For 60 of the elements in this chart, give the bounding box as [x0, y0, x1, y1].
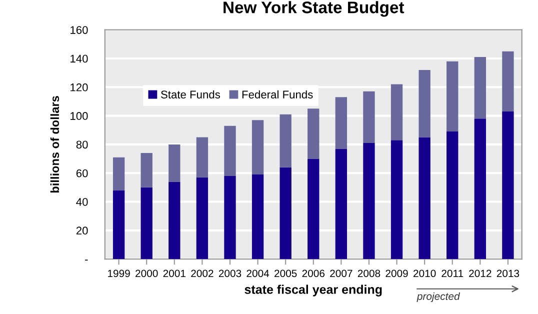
- bar: [390, 84, 403, 140]
- bar: [280, 114, 292, 168]
- x-tick-label: 2003: [218, 270, 242, 278]
- x-tick-label: 2013: [496, 270, 520, 278]
- x-tick-label: 2008: [358, 270, 380, 278]
- y-tick-label: -: [85, 260, 88, 261]
- x-tick-label: 2002: [191, 270, 214, 278]
- bar: [280, 167, 292, 260]
- x-tick-label: 2011: [442, 270, 464, 278]
- bar: [168, 182, 180, 260]
- y-tick-label: 60: [76, 169, 88, 178]
- x-tick-label: 1999: [108, 270, 130, 278]
- bar: [140, 153, 152, 188]
- legend-label: Federal Funds: [242, 90, 313, 98]
- bar: [308, 108, 320, 159]
- bar: [418, 137, 430, 260]
- legend-label: State Funds: [160, 90, 220, 98]
- y-axis-title: billions of dollars: [50, 96, 60, 193]
- x-tick-label: 2005: [274, 270, 297, 278]
- bar: [168, 144, 180, 182]
- bar: [308, 158, 320, 260]
- bar: [140, 187, 152, 260]
- bar: [418, 70, 430, 138]
- x-tick-label: 2010: [414, 270, 436, 278]
- y-tick-label: 120: [70, 83, 88, 92]
- chart-title: New York State Budget: [224, 1, 404, 17]
- x-axis-title: state fiscal year ending: [244, 284, 382, 296]
- y-tick-label: 40: [76, 198, 88, 206]
- bar: [112, 190, 125, 260]
- bar: [335, 148, 348, 260]
- bar: [363, 143, 375, 260]
- bar: [252, 174, 264, 260]
- text: projected: [416, 292, 460, 302]
- bar: [390, 140, 403, 260]
- bar: [474, 57, 486, 119]
- bar: [474, 118, 486, 260]
- bar: [502, 111, 514, 260]
- x-tick-label: 2012: [469, 270, 492, 278]
- bar: [196, 177, 208, 260]
- y-tick-label: 100: [70, 112, 88, 120]
- y-tick-label: 80: [76, 140, 88, 149]
- y-tick-label: 160: [70, 26, 88, 34]
- bar: [335, 97, 348, 149]
- x-tick-label: 2001: [163, 270, 186, 278]
- bar: [224, 176, 236, 260]
- bar: [252, 120, 264, 175]
- x-tick-label: 2006: [302, 270, 325, 278]
- x-tick-label: 2000: [136, 270, 158, 278]
- bar: [446, 61, 458, 132]
- bar: [224, 126, 236, 176]
- x-tick-label: 2007: [330, 270, 352, 278]
- bar: [502, 51, 514, 112]
- y-tick-label: 20: [76, 226, 88, 235]
- bar: [363, 91, 375, 144]
- bar: [446, 132, 458, 260]
- x-tick-label: 2009: [386, 270, 408, 278]
- y-tick-label: 140: [70, 54, 88, 63]
- bar: [112, 157, 125, 190]
- bar: [196, 137, 208, 178]
- x-tick-label: 2004: [246, 270, 270, 278]
